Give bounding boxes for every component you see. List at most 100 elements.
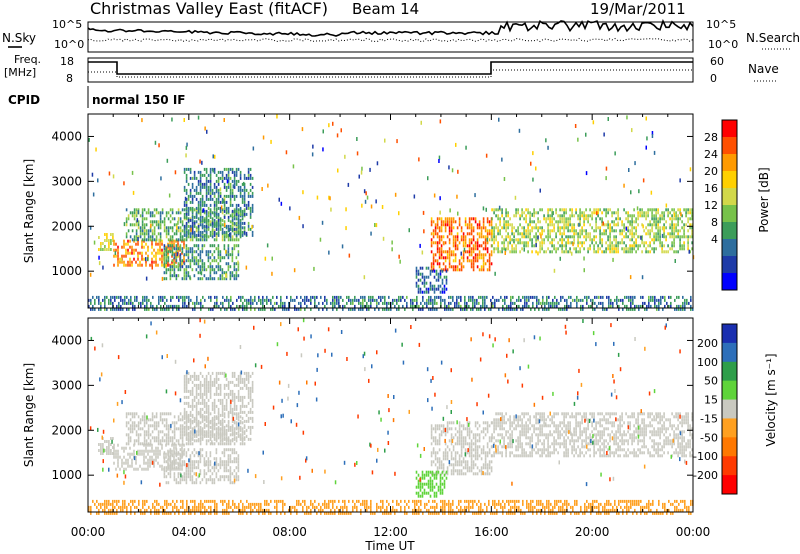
range-gate bbox=[173, 415, 176, 419]
range-gate bbox=[213, 437, 216, 441]
range-gate bbox=[217, 218, 220, 222]
scatter-point bbox=[628, 168, 630, 172]
range-gate bbox=[422, 298, 424, 302]
echo-region-4 bbox=[163, 244, 240, 281]
range-gate bbox=[201, 203, 204, 207]
range-gate bbox=[415, 281, 418, 285]
range-gate bbox=[199, 206, 202, 210]
range-gate bbox=[131, 260, 133, 264]
range-gate bbox=[601, 244, 603, 248]
range-gate bbox=[607, 220, 609, 224]
range-gate bbox=[233, 469, 236, 473]
range-gate bbox=[561, 220, 563, 224]
range-gate bbox=[553, 226, 555, 230]
range-gate bbox=[545, 217, 547, 221]
range-gate bbox=[601, 217, 603, 221]
scatter-point bbox=[374, 223, 376, 227]
range-gate bbox=[173, 442, 176, 446]
range-gate bbox=[131, 430, 134, 434]
range-gate bbox=[233, 442, 236, 446]
range-gate bbox=[219, 176, 222, 180]
range-gate bbox=[677, 220, 679, 224]
range-gate bbox=[640, 295, 642, 299]
range-gate bbox=[434, 424, 437, 428]
range-gate bbox=[675, 226, 677, 230]
range-gate bbox=[249, 167, 252, 171]
range-gate bbox=[119, 467, 121, 471]
range-gate bbox=[157, 223, 160, 227]
range-gate bbox=[203, 430, 206, 434]
range-gate bbox=[233, 209, 236, 213]
range-gate bbox=[195, 395, 198, 399]
range-gate bbox=[633, 244, 635, 248]
range-gate bbox=[147, 467, 149, 471]
range-gate bbox=[226, 298, 228, 302]
range-gate bbox=[125, 424, 128, 428]
range-gate bbox=[437, 272, 440, 276]
range-gate bbox=[251, 194, 254, 198]
range-gate bbox=[211, 220, 214, 224]
range-gate bbox=[167, 226, 170, 230]
range-gate bbox=[374, 298, 376, 302]
range-gate bbox=[665, 238, 667, 242]
range-gate bbox=[378, 307, 380, 311]
range-gate bbox=[223, 176, 226, 180]
range-gate bbox=[559, 226, 561, 230]
range-gate bbox=[488, 259, 491, 263]
range-gate bbox=[171, 235, 174, 239]
range-gate bbox=[442, 235, 445, 239]
range-gate bbox=[195, 481, 198, 485]
range-gate bbox=[316, 304, 318, 308]
range-gate bbox=[221, 425, 224, 429]
range-gate bbox=[237, 418, 240, 422]
range-gate bbox=[615, 211, 617, 215]
range-gate bbox=[102, 242, 104, 245]
range-gate bbox=[162, 307, 164, 311]
range-gate bbox=[177, 226, 180, 230]
range-gate bbox=[382, 307, 384, 311]
range-gate bbox=[209, 389, 212, 393]
range-gate bbox=[189, 437, 192, 441]
range-gate bbox=[189, 434, 192, 438]
scatter-point bbox=[638, 189, 640, 194]
scatter-point bbox=[185, 153, 187, 158]
range-gate bbox=[247, 206, 250, 210]
range-gate bbox=[567, 217, 569, 221]
range-gate bbox=[125, 220, 128, 224]
range-gate bbox=[123, 260, 125, 264]
range-gate bbox=[189, 224, 192, 228]
range-gate bbox=[456, 304, 458, 308]
range-gate bbox=[219, 217, 222, 221]
range-gate bbox=[235, 262, 238, 266]
range-gate bbox=[207, 173, 210, 177]
scatter-point bbox=[485, 153, 488, 158]
range-gate bbox=[145, 242, 147, 246]
range-gate bbox=[517, 208, 519, 212]
range-gate bbox=[631, 232, 633, 236]
range-gate bbox=[185, 454, 188, 458]
range-gate bbox=[547, 214, 549, 218]
range-gate bbox=[193, 395, 196, 399]
range-gate bbox=[213, 401, 216, 405]
range-gate bbox=[573, 247, 575, 251]
range-gate bbox=[217, 197, 220, 201]
range-gate bbox=[131, 263, 133, 267]
range-gate bbox=[155, 452, 157, 456]
range-gate bbox=[589, 208, 591, 212]
range-gate bbox=[236, 304, 238, 308]
range-gate bbox=[236, 298, 238, 302]
range-gate bbox=[657, 226, 659, 230]
range-gate bbox=[601, 232, 603, 236]
range-gate bbox=[209, 412, 212, 416]
range-gate bbox=[559, 208, 561, 212]
range-gate bbox=[207, 404, 210, 408]
range-gate bbox=[470, 259, 473, 263]
range-gate bbox=[199, 436, 202, 440]
scatter-point bbox=[136, 218, 139, 223]
range-gate bbox=[207, 386, 210, 390]
range-gate bbox=[151, 424, 154, 428]
scatter-point bbox=[366, 195, 369, 200]
range-gate bbox=[237, 478, 240, 482]
range-gate bbox=[657, 220, 659, 224]
range-gate bbox=[177, 242, 179, 246]
